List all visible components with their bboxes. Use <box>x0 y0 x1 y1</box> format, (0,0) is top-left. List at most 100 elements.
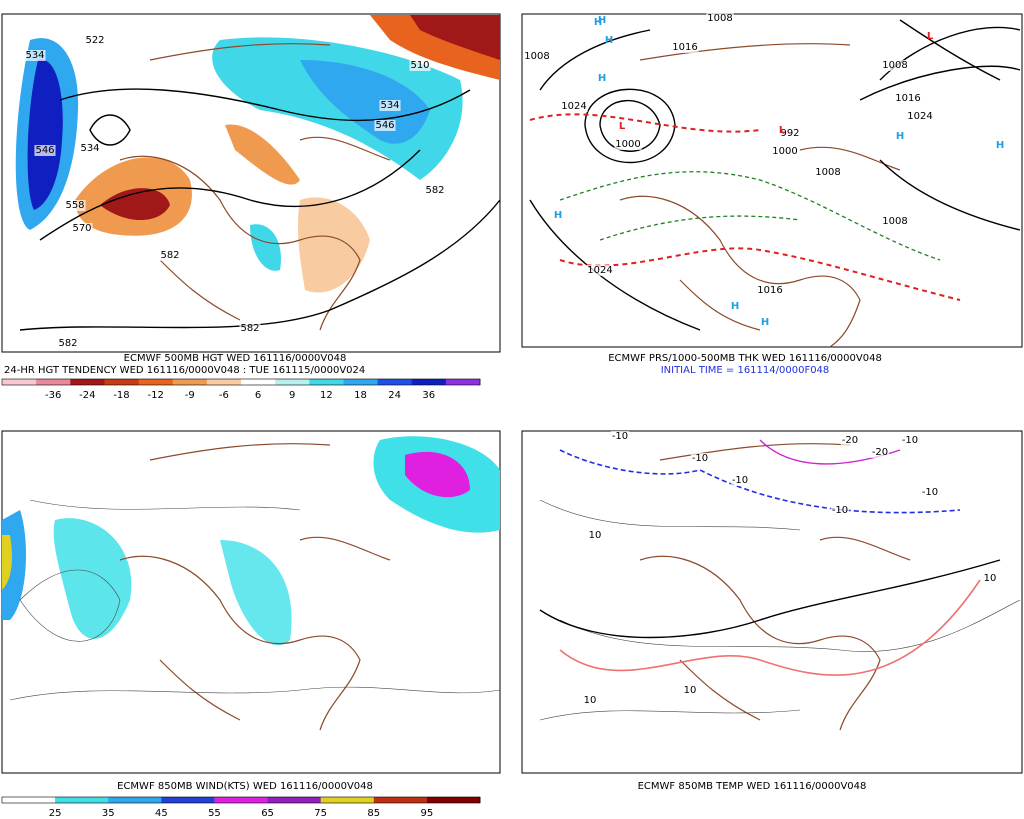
contour-label: 10 <box>584 695 597 706</box>
colorbar-segment <box>267 797 322 803</box>
panel-caption: ECMWF 500MB HGT WED 161116/0000V048 <box>124 353 347 364</box>
contour-label: 582 <box>58 338 77 349</box>
contour-label: -10 <box>832 505 848 516</box>
contour-label: 10 <box>684 685 697 696</box>
label-bg <box>706 13 734 24</box>
contour-label: 570 <box>72 223 91 234</box>
colorbar-segment <box>36 379 71 385</box>
colorbar-label: 36 <box>422 390 435 401</box>
colorbar-label: 75 <box>314 808 327 819</box>
contour-label: 992 <box>780 128 799 139</box>
colorbar-label: 85 <box>367 808 380 819</box>
label-bg <box>881 216 909 227</box>
contour-label: 1008 <box>882 216 907 227</box>
colorbar-label: 95 <box>421 808 434 819</box>
contour-label: 1016 <box>757 285 782 296</box>
label-bg <box>840 435 860 446</box>
colorbar-segment <box>426 797 481 803</box>
colorbar-label: 45 <box>155 808 168 819</box>
colorbar-segment <box>214 797 269 803</box>
contour-label: -20 <box>872 447 888 458</box>
pressure-center: H <box>761 317 769 328</box>
colorbar-label: 65 <box>261 808 274 819</box>
label-bg <box>57 338 79 349</box>
contour-label: 10 <box>589 530 602 541</box>
label-bg <box>870 447 890 458</box>
label-bg <box>756 285 784 296</box>
label-bg <box>610 431 630 442</box>
pressure-center: H <box>598 73 606 84</box>
label-bg <box>682 685 698 696</box>
colorbar-label: 9 <box>289 390 295 401</box>
contour-label: -20 <box>842 435 858 446</box>
pressure-center: H <box>731 301 739 312</box>
colorbar-segment <box>104 379 140 385</box>
label-bg <box>424 185 446 196</box>
colorbar-label: 18 <box>354 390 367 401</box>
pressure-center: H <box>594 17 602 28</box>
contour-label: 522 <box>85 35 104 46</box>
label-bg <box>64 200 86 211</box>
contour-label: 10 <box>984 573 997 584</box>
colorbar-segment <box>138 379 174 385</box>
colorbar-outline <box>1 796 481 804</box>
label-bg <box>159 250 181 261</box>
pressure-center: H <box>554 210 562 221</box>
contour-label: 1016 <box>895 93 920 104</box>
pressure-center: H <box>896 131 904 142</box>
label-bg <box>374 120 396 131</box>
tendency-shading <box>15 15 500 293</box>
label-bg <box>239 323 261 334</box>
contour-label: 1024 <box>561 101 586 112</box>
contour-label: 534 <box>80 143 99 154</box>
contours <box>9 19 1021 721</box>
label-bg <box>830 505 850 516</box>
colorbar-segment <box>320 797 375 803</box>
label-bg <box>730 475 750 486</box>
label-bg <box>690 453 710 464</box>
label-bg <box>582 695 598 706</box>
label-bg <box>771 146 799 157</box>
colorbar-segment <box>108 797 162 803</box>
contour-label: -10 <box>922 487 938 498</box>
colorbar-segment <box>275 379 310 385</box>
colorbar-label: -12 <box>147 390 163 401</box>
label-bg <box>379 100 401 111</box>
panel-caption: INITIAL TIME = 161114/0000F048 <box>661 365 830 376</box>
panel-caption: 24-HR HGT TENDENCY WED 161116/0000V048 :… <box>4 365 365 376</box>
contour-label: 1000 <box>615 139 640 150</box>
coastlines <box>119 43 911 731</box>
colorbar-segment <box>411 379 447 385</box>
colorbar-label: -6 <box>219 390 229 401</box>
contour-label: 558 <box>65 200 84 211</box>
colorbar-segment <box>161 797 215 803</box>
pressure-center: H <box>605 35 613 46</box>
pressure-center: L <box>779 125 786 136</box>
panel-caption: ECMWF 850MB TEMP WED 161116/0000V048 <box>638 781 867 792</box>
colorbar-label: 25 <box>49 808 62 819</box>
colorbar-segment <box>377 379 413 385</box>
label-bg <box>906 111 934 122</box>
contour-label: -10 <box>612 431 628 442</box>
label-bg <box>79 143 101 154</box>
label-bg <box>24 50 46 61</box>
colorbar-label: -36 <box>45 390 61 401</box>
label-bg <box>523 51 551 62</box>
contour-label: 546 <box>35 145 54 156</box>
label-bg <box>671 42 699 53</box>
colorbar-segment <box>206 379 242 385</box>
colorbar-label: 12 <box>320 390 333 401</box>
label-bg <box>900 435 920 446</box>
colorbar-segment <box>309 379 344 385</box>
colorbar-segment <box>373 797 428 803</box>
contour-label: 1024 <box>907 111 932 122</box>
label-bg <box>587 530 603 541</box>
contour-label: -10 <box>692 453 708 464</box>
colorbar-label: -9 <box>185 390 195 401</box>
pressure-center: H <box>598 15 606 26</box>
pressure-center: L <box>619 121 626 132</box>
colorbar-segment <box>70 379 105 385</box>
label-bg <box>409 60 431 71</box>
label-bg <box>84 35 106 46</box>
label-bg <box>71 223 93 234</box>
